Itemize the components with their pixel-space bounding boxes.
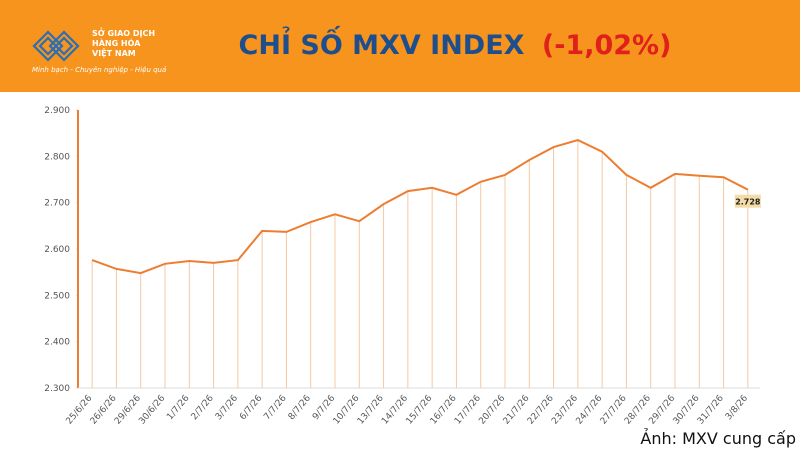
- y-tick-label: 2.500: [44, 291, 70, 301]
- logo-name: SỞ GIAO DỊCH: [92, 26, 155, 38]
- value-label-box: [734, 194, 761, 208]
- title-main: CHỈ SỐ MXV INDEX: [239, 25, 525, 61]
- y-tick-label: 2.900: [44, 106, 70, 116]
- y-tick-label: 2.400: [44, 338, 70, 348]
- credit: Ảnh: MXV cung cấp: [640, 428, 796, 448]
- header-band: [0, 0, 800, 92]
- y-tick-label: 2.800: [44, 152, 70, 162]
- title-change: (-1,02%): [542, 30, 672, 61]
- logo-name: HÀNG HÓA: [92, 37, 141, 48]
- y-tick-label: 2.700: [44, 199, 70, 209]
- series-line: [91, 139, 749, 275]
- y-tick-label: 2.600: [44, 245, 70, 255]
- value-label: 2.728: [735, 198, 761, 207]
- chart-title: CHỈ SỐ MXV INDEX (-1,02%): [239, 25, 672, 61]
- logo-icon: [32, 30, 80, 62]
- y-tick-label: 2.300: [44, 384, 70, 394]
- logo-slogan: Minh bạch - Chuyên nghiệp - Hiệu quả: [32, 66, 166, 74]
- logo-name: VIỆT NAM: [92, 48, 136, 58]
